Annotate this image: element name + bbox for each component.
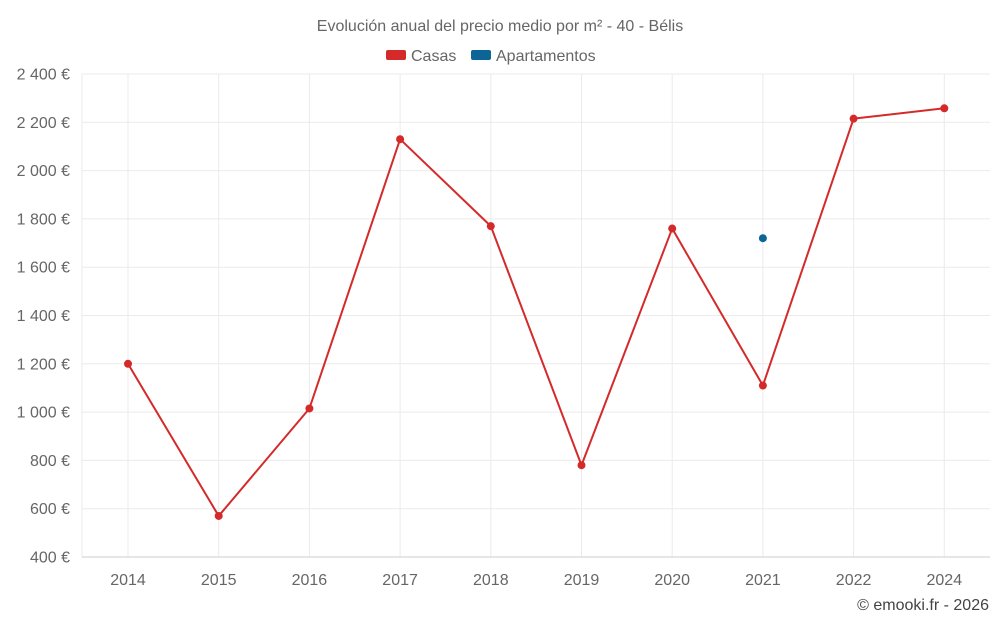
y-tick-label: 1 400 € — [17, 308, 70, 325]
legend-item-casas[interactable]: Casas — [386, 48, 456, 65]
legend-label-apartamentos: Apartamentos — [496, 48, 596, 65]
x-tick-label: 2024 — [927, 572, 963, 589]
y-tick-label: 1 800 € — [17, 211, 70, 228]
x-tick-label: 2014 — [110, 572, 146, 589]
y-tick-label: 400 € — [30, 550, 70, 567]
data-point-apartamentos-2021[interactable] — [758, 234, 767, 243]
data-point-casas-2017[interactable] — [396, 135, 405, 144]
series-line-casas — [127, 107, 945, 517]
data-point-casas-2024[interactable] — [940, 104, 949, 113]
y-tick-label: 2 000 € — [17, 163, 70, 180]
x-tick-label: 2022 — [836, 572, 872, 589]
legend-swatch-apartamentos — [471, 50, 491, 60]
data-point-casas-2014[interactable] — [124, 359, 132, 368]
legend-swatch-casas — [386, 50, 406, 60]
y-axis-ticks: 400 € 600 € 800 € 1 000 € 1 200 € 1 400 € 1 60… — [17, 67, 70, 567]
x-tick-label: 2017 — [382, 572, 418, 589]
y-tick-label: 600 € — [30, 501, 70, 518]
credit-text: © emooki.fr - 2026 — [857, 597, 989, 614]
legend-label-casas: Casas — [411, 48, 456, 65]
x-tick-label: 2018 — [473, 572, 509, 589]
grid — [81, 73, 990, 557]
data-point-casas-2020[interactable] — [668, 224, 677, 233]
data-point-casas-2016[interactable] — [305, 404, 314, 413]
data-point-casas-2022[interactable] — [849, 114, 858, 123]
legend: Casas Apartamentos — [386, 48, 596, 65]
data-point-casas-2018[interactable] — [486, 222, 495, 231]
x-tick-label: 2015 — [201, 572, 237, 589]
series — [124, 104, 949, 520]
y-tick-label: 1 200 € — [17, 356, 70, 373]
series-apartamentos — [758, 234, 767, 243]
y-tick-label: 2 200 € — [17, 115, 70, 132]
data-point-casas-2015[interactable] — [214, 511, 223, 520]
y-tick-label: 800 € — [30, 453, 70, 470]
series-casas — [124, 104, 949, 520]
y-tick-label: 1 000 € — [17, 405, 70, 422]
chart-title: Evolución anual del precio medio por m² … — [317, 18, 683, 35]
x-tick-label: 2019 — [564, 572, 600, 589]
data-point-casas-2021[interactable] — [758, 381, 767, 390]
legend-item-apartamentos[interactable]: Apartamentos — [471, 48, 596, 65]
y-tick-label: 1 600 € — [17, 260, 70, 277]
x-tick-label: 2016 — [292, 572, 328, 589]
y-tick-label: 2 400 € — [17, 67, 70, 84]
x-tick-label: 2020 — [654, 572, 690, 589]
x-axis-ticks: 2014 2015 2016 2017 2018 2019 2020 2021 2022 2024 — [110, 572, 962, 589]
data-point-casas-2019[interactable] — [577, 461, 586, 470]
x-tick-label: 2021 — [745, 572, 781, 589]
